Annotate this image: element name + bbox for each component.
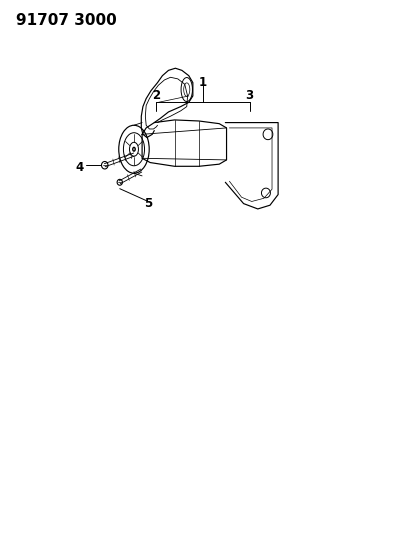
Text: 1: 1 [198, 76, 207, 89]
Text: 5: 5 [144, 197, 152, 210]
Text: 91707 3000: 91707 3000 [16, 13, 117, 28]
Text: 3: 3 [245, 90, 253, 102]
Text: 4: 4 [75, 161, 83, 174]
Text: 2: 2 [152, 90, 160, 102]
